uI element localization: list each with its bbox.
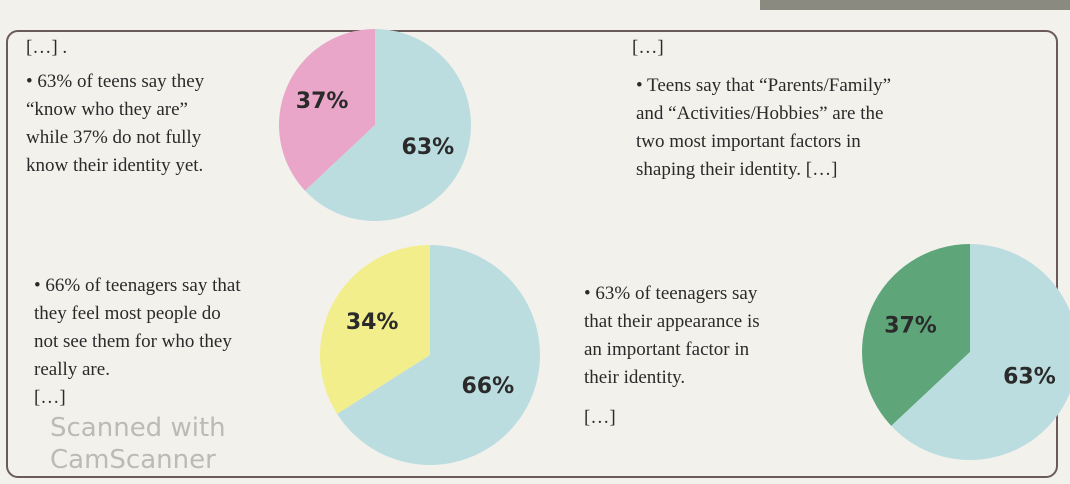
pie-slice xyxy=(319,245,430,414)
text-line: know their identity yet. xyxy=(26,155,204,176)
frame xyxy=(6,30,1058,478)
watermark-line: CamScanner xyxy=(50,445,216,475)
text-line: […] . xyxy=(26,37,68,58)
slice-label: 37% xyxy=(884,313,937,338)
text-block: • 63% of teenagers say that their appeara… xyxy=(584,280,760,432)
text-line: while 37% do not fully xyxy=(26,127,202,148)
text-line: they feel most people do xyxy=(34,303,221,324)
text-line: and “Activities/Hobbies” are the xyxy=(636,103,884,124)
slice-label: 37% xyxy=(296,89,349,114)
slice-label: 63% xyxy=(402,135,455,160)
text-block: […] • Teens say that “Parents/Family” and … xyxy=(632,34,891,184)
text-line: that their appearance is xyxy=(584,311,760,332)
text-line: their identity. xyxy=(584,367,686,388)
pie-slice xyxy=(891,244,1070,460)
text-block: […] . • 63% of teens say they “know who th… xyxy=(26,34,204,180)
watermark-line: Scanned with xyxy=(50,413,226,443)
text-line: • 66% of teenagers say that xyxy=(34,275,241,296)
text-line: not see them for who they xyxy=(34,331,232,352)
text-line: really are. xyxy=(34,359,110,380)
text-line: • Teens say that “Parents/Family” xyxy=(636,75,892,96)
slice-label: 63% xyxy=(1003,365,1056,390)
watermark: Scanned with CamScanner xyxy=(10,412,226,476)
text-line: • 63% of teenagers say xyxy=(584,283,758,304)
text-line: […] xyxy=(584,407,616,428)
slice-label: 34% xyxy=(346,310,399,335)
pie-slice xyxy=(279,28,375,191)
text-line: shaping their identity. […] xyxy=(636,159,838,180)
text-line: […] xyxy=(34,387,66,408)
photo-edge xyxy=(760,0,1070,10)
text-line: “know who they are” xyxy=(26,99,188,120)
text-block: • 66% of teenagers say that they feel mos… xyxy=(34,272,241,412)
text-line: two most important factors in xyxy=(636,131,861,152)
slice-label: 66% xyxy=(462,374,515,399)
text-line: an important factor in xyxy=(584,339,750,360)
pie-slice xyxy=(337,245,540,466)
pie-slice xyxy=(861,244,970,426)
pie-slice xyxy=(305,29,471,221)
text-line: • 63% of teens say they xyxy=(26,71,205,92)
text-line: […] xyxy=(632,37,664,58)
